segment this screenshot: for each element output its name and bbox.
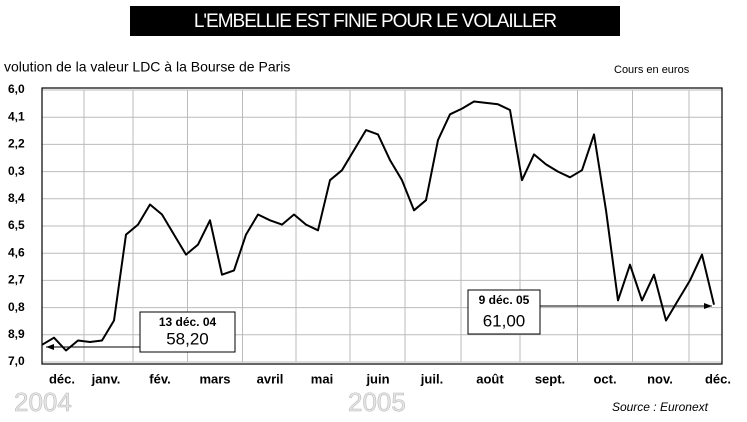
x-tick-label: août — [476, 371, 504, 386]
x-tick-label: avril — [257, 371, 284, 386]
year-label: 2005 — [348, 387, 406, 417]
x-tick-label: juil. — [420, 371, 443, 386]
x-tick-label: juin — [365, 371, 389, 386]
annotation-box — [467, 289, 541, 335]
y-tick-label: 2,7 — [8, 273, 25, 287]
x-tick-label: janv. — [91, 371, 121, 386]
y-tick-label: 0,8 — [8, 300, 25, 314]
x-tick-label: fév. — [149, 371, 170, 386]
title-bar — [130, 6, 620, 36]
x-tick-label: mars — [199, 371, 230, 386]
year-label: 2004 — [14, 387, 72, 417]
y-tick-label: 8,9 — [8, 327, 25, 341]
annotation-value: 58,20 — [166, 329, 209, 348]
x-tick-label: oct. — [593, 371, 616, 386]
y-tick-label: 8,4 — [8, 191, 25, 205]
y-tick-label: 7,0 — [8, 354, 25, 368]
unit-label: Cours en euros — [614, 64, 690, 76]
y-tick-label: 6,5 — [8, 218, 25, 232]
arrow-head — [704, 303, 712, 309]
annotation-date: 9 déc. 05 — [479, 293, 530, 307]
y-tick-label: 0,3 — [8, 164, 25, 178]
y-tick-label: 4,6 — [8, 245, 25, 259]
chart-title: L'EMBELLIE EST FINIE POUR LE VOLAILLER — [194, 11, 557, 32]
source: Source : Euronext — [612, 400, 709, 414]
x-tick-label: déc. — [705, 371, 731, 386]
y-tick-label: 6,0 — [8, 82, 25, 96]
x-tick-label: déc. — [49, 371, 75, 386]
price-line — [41, 100, 715, 352]
arrow-head — [46, 344, 54, 350]
annotation-date: 13 déc. 04 — [159, 315, 217, 329]
x-tick-label: nov. — [647, 371, 673, 386]
subtitle: volution de la valeur LDC à la Bourse de… — [4, 59, 290, 75]
y-tick-label: 2,2 — [8, 137, 25, 151]
plot-frame — [41, 87, 723, 365]
y-tick-label: 4,1 — [8, 109, 25, 123]
annotation-box — [139, 311, 236, 353]
x-tick-label: mai — [311, 371, 333, 386]
x-tick-label: sept. — [535, 371, 565, 386]
annotation-value: 61,00 — [483, 311, 526, 330]
